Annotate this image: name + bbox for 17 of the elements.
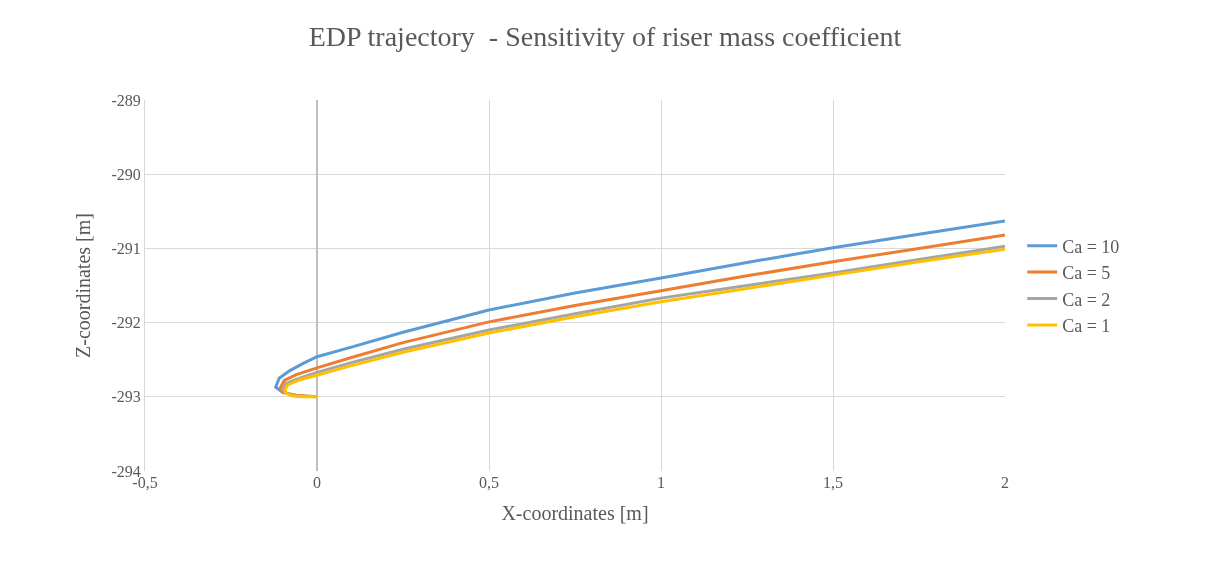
y-tick-label: -289 bbox=[111, 91, 141, 109]
legend-label: Ca = 2 bbox=[1062, 289, 1111, 310]
x-tick-label: 2 bbox=[1001, 474, 1009, 491]
y-tick-label: -290 bbox=[111, 165, 141, 183]
x-tick-label: 1 bbox=[657, 474, 665, 491]
y-tick-label: -292 bbox=[111, 314, 141, 332]
legend-label: Ca = 5 bbox=[1062, 263, 1111, 284]
x-tick-label: 0 bbox=[313, 474, 321, 491]
x-tick-label: 0,5 bbox=[479, 474, 499, 491]
y-tick-label: -293 bbox=[111, 388, 141, 406]
chart-title: EDP trajectory - Sensitivity of riser mass coefficient bbox=[308, 20, 902, 52]
x-tick-label: 1,5 bbox=[823, 474, 843, 491]
x-axis-title: X-coordinates [m] bbox=[501, 501, 649, 524]
legend-label: Ca = 10 bbox=[1062, 236, 1120, 257]
legend-label: Ca = 1 bbox=[1062, 315, 1111, 336]
y-tick-label: -291 bbox=[111, 240, 141, 257]
y-axis-title: Z-coordinates [m] bbox=[71, 213, 94, 358]
